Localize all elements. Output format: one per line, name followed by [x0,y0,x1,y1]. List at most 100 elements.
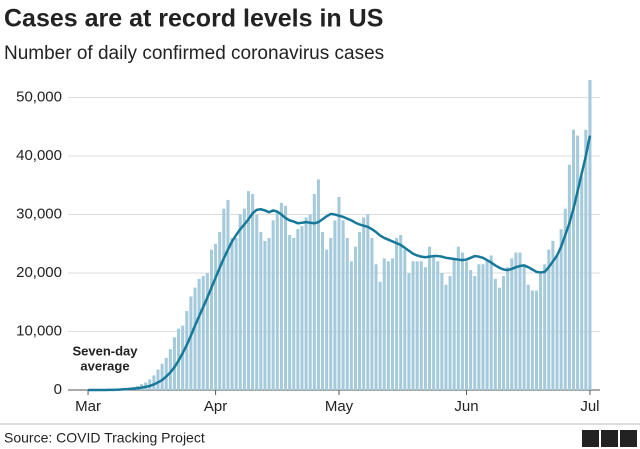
bar [251,194,255,390]
bar [181,325,185,390]
bar [576,135,580,390]
bar [423,267,427,390]
bar [485,261,489,390]
bar [164,357,168,390]
bar [411,261,415,390]
bar [543,264,547,390]
bar [325,249,329,390]
x-tick-label: Jul [580,398,599,415]
chart-subtitle: Number of daily confirmed coronavirus ca… [4,43,384,64]
bar [559,229,563,390]
bar [440,273,444,390]
bar [386,261,390,390]
bar [374,264,378,390]
bar [518,252,522,390]
bar [563,208,567,390]
bar [201,275,205,390]
x-tick-label: Jun [454,398,478,415]
bar [362,217,366,390]
average-line [88,135,592,392]
bar [333,220,337,390]
y-tick-label: 20,000 [16,264,62,281]
bar [300,226,304,390]
bar [477,264,481,390]
annotation: Seven-day [72,343,138,358]
bar [465,261,469,390]
bar [588,80,592,390]
bar [555,255,559,390]
bar [530,290,534,390]
bar [193,287,197,390]
logo-box [582,430,599,447]
bar [580,176,584,390]
bar [214,243,218,390]
bar [452,258,456,390]
bar [427,246,432,390]
x-tick-label: Mar [75,398,101,415]
bar [497,287,501,390]
chart-title: Cases are at record levels in US [4,5,383,33]
bar [382,258,386,390]
bar [390,258,395,390]
bar [259,232,263,390]
bar [444,284,448,390]
bar [345,237,349,390]
bar [395,237,399,390]
bar [432,255,436,390]
bar [156,369,160,390]
bar [255,214,259,390]
bar [366,214,370,390]
bar [283,205,288,390]
bar [271,220,275,390]
bar [209,249,213,390]
bar [506,267,510,390]
bar [341,220,345,390]
y-tick-label: 50,000 [16,89,62,106]
y-tick-label: 0 [54,381,62,398]
bar [230,237,234,390]
bar [279,202,283,390]
bar [584,129,588,390]
source: Source: COVID Tracking Project [4,430,205,446]
bar [296,229,300,390]
logo-box [601,430,618,447]
bar [234,237,238,390]
bar [263,240,267,390]
bar [242,208,246,390]
bar [502,275,506,390]
bar [358,232,362,390]
bar [526,284,530,390]
bar [539,273,543,390]
bar [329,237,333,390]
y-tick-label: 30,000 [16,205,62,222]
bar [547,249,551,390]
bar [292,237,296,390]
logo-box [620,430,637,447]
bar [275,211,279,390]
x-tick-label: May [325,398,354,415]
bar [288,235,292,390]
bar [189,296,193,390]
bar [567,164,571,390]
logo-letter: B [586,431,595,446]
bar [456,246,460,390]
bar [448,275,452,390]
y-tick-label: 40,000 [16,147,62,164]
bar [353,246,357,390]
bar [460,252,464,390]
bar [205,273,209,390]
bar [321,232,325,390]
bar [185,311,189,390]
bar [267,237,271,390]
bar [316,179,320,390]
bar [489,255,493,390]
bar [226,199,230,390]
bar [218,232,222,390]
bar [493,278,497,390]
y-tick-label: 10,000 [16,322,62,339]
bar [419,261,423,390]
bar [160,363,164,390]
bar [222,208,226,390]
bar [349,261,353,390]
